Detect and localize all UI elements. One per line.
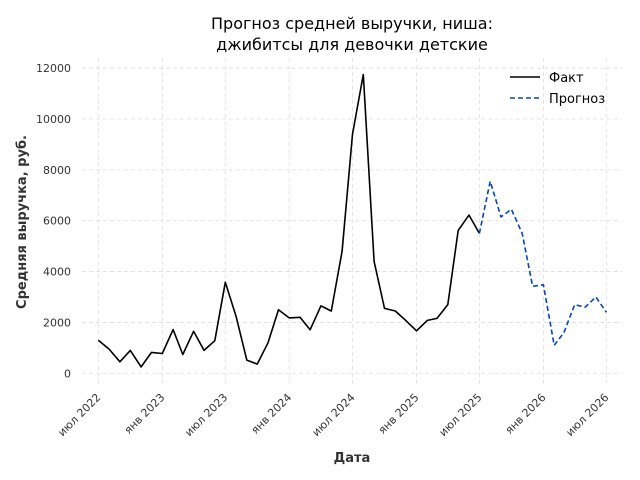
x-tick-label: янв 2025	[376, 391, 422, 437]
x-tick-label: июл 2024	[310, 391, 358, 439]
x-tick-label: июл 2025	[437, 391, 485, 439]
x-tick-label: янв 2023	[122, 391, 168, 437]
y-tick-label: 8000	[43, 164, 71, 177]
y-tick-label: 0	[64, 367, 71, 380]
legend-label-forecast: Прогноз	[549, 92, 605, 107]
legend: Факт Прогноз	[510, 71, 605, 107]
chart-title-line-1: Прогноз средней выручки, ниша:	[211, 14, 493, 33]
y-axis-label: Средняя выручка, руб.	[15, 135, 30, 309]
x-axis-ticks: июл 2022 янв 2023 июл 2023 янв 2024 июл 2024…	[55, 391, 611, 439]
chart-title-line-2: джибитсы для девочки детские	[216, 35, 488, 54]
series-layer	[97, 73, 608, 368]
grid	[82, 58, 622, 386]
x-tick-label: июл 2022	[55, 391, 103, 439]
y-axis-ticks: 0 2000 4000 6000 8000 10000 12000	[36, 62, 71, 380]
y-tick-label: 4000	[43, 266, 71, 279]
x-axis-label: Дата	[334, 451, 371, 466]
y-tick-label: 10000	[36, 113, 71, 126]
x-tick-label: янв 2026	[503, 391, 549, 437]
legend-label-fact: Факт	[549, 71, 584, 86]
y-tick-label: 6000	[43, 215, 71, 228]
series-line-fact	[97, 73, 481, 368]
series-line-forecast	[478, 180, 608, 347]
y-tick-label: 12000	[36, 62, 71, 75]
x-tick-label: янв 2024	[249, 391, 295, 437]
x-tick-label: июл 2023	[182, 391, 230, 439]
y-tick-label: 2000	[43, 316, 71, 329]
x-tick-label: июл 2026	[563, 391, 611, 439]
